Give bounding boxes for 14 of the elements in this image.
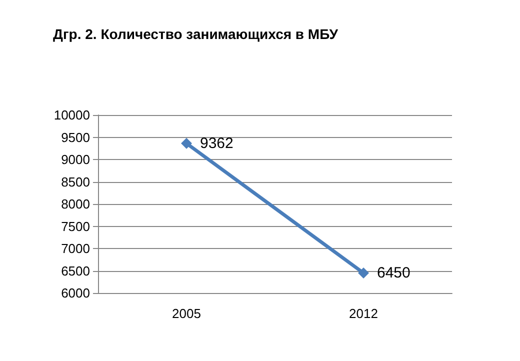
y-tick-label: 6500: [61, 263, 90, 278]
chart-title: Дгр. 2. Количество занимающихся в МБУ: [53, 26, 338, 42]
y-tick-label: 9000: [61, 152, 90, 167]
data-label: 6450: [377, 264, 410, 282]
y-tick-label: 8000: [61, 196, 90, 212]
data-label: 9362: [200, 134, 234, 152]
y-tick-label: 6000: [61, 286, 90, 300]
y-tick-label: 8500: [61, 174, 90, 190]
x-tick-label: 2005: [172, 306, 201, 321]
y-tick-label: 7000: [61, 241, 90, 256]
y-tick-label: 9500: [61, 130, 90, 145]
x-tick-label: 2012: [349, 306, 378, 321]
y-tick-label: 7500: [61, 218, 90, 234]
y-tick-label: 10000: [54, 108, 90, 122]
